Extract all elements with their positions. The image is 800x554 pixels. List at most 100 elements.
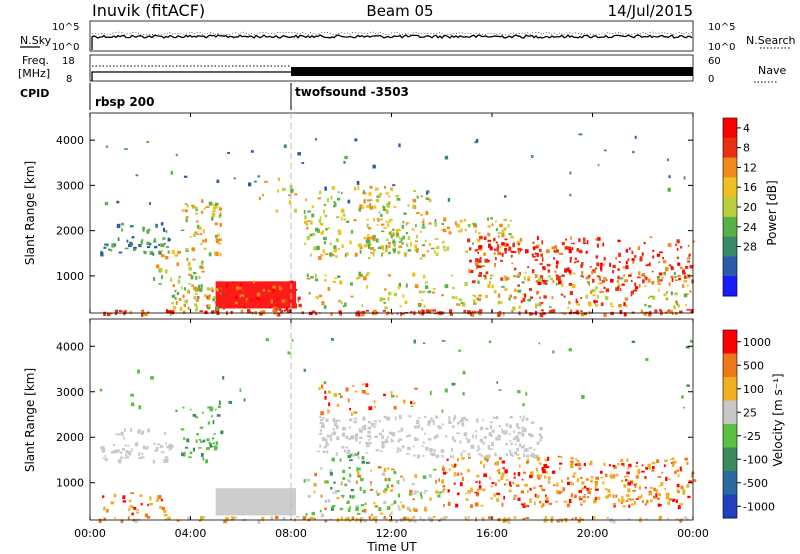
velocity-cell [429, 448, 433, 453]
velocity-cell [559, 462, 563, 465]
velocity-cell [137, 369, 140, 374]
power-cell [423, 304, 426, 308]
velocity-cell [577, 462, 582, 467]
power-cell [420, 230, 423, 233]
velocity-cell [318, 432, 323, 435]
velocity-cell [175, 409, 178, 412]
velocity-cell [373, 400, 376, 404]
velocity-cell [464, 418, 469, 421]
velocity-cell [216, 414, 221, 417]
velocity-cell [480, 454, 484, 457]
power-cell [262, 310, 266, 315]
velocity-cell [412, 445, 415, 448]
velocity-cell [507, 519, 511, 525]
power-cell [686, 284, 689, 287]
power-cell [396, 312, 399, 315]
velocity-cell [483, 456, 487, 461]
velocity-cell [412, 507, 416, 511]
velocity-cell [644, 503, 648, 506]
power-cell [270, 299, 273, 304]
power-cell [542, 312, 546, 315]
velocity-cell [113, 493, 117, 498]
power-cell [208, 252, 212, 257]
power-cell [644, 285, 647, 287]
power-cell [542, 266, 546, 270]
velocity-cell [517, 472, 521, 477]
power-cell [446, 246, 450, 251]
velocity-cell [679, 519, 682, 523]
power-cell [599, 262, 603, 265]
power-cell [188, 283, 191, 285]
velocity-cell [334, 490, 337, 495]
power-cell [649, 236, 653, 239]
power-cell [428, 222, 432, 225]
velocity-cell [410, 493, 414, 495]
power-cell [668, 175, 671, 179]
power-cell [248, 182, 252, 187]
power-cell [369, 205, 374, 210]
velocity-cell [686, 484, 690, 488]
velocity-cell [98, 518, 102, 524]
power-cell [335, 255, 338, 258]
velocity-cell [636, 474, 640, 479]
velocity-cell [319, 467, 323, 470]
freq-label-bottom: [MHz] [18, 67, 50, 80]
power-cell [483, 236, 487, 241]
velocity-cell [463, 416, 466, 420]
power-cell [340, 216, 343, 221]
power-cell [578, 238, 581, 242]
power-cell [239, 294, 242, 299]
power-cell [497, 300, 500, 305]
velocity-cell [340, 482, 343, 486]
velocity-cell [425, 446, 429, 451]
velocity-cell [410, 401, 413, 405]
power-cell [517, 284, 520, 287]
power-cell [571, 247, 574, 251]
power-cell [349, 240, 352, 245]
velocity-cell [379, 432, 383, 436]
velocity-cell [570, 482, 574, 486]
velocity-cell [544, 516, 547, 520]
velocity-cell [523, 453, 526, 458]
power-cell [504, 242, 508, 247]
velocity-cell [441, 340, 446, 342]
power-cell [548, 306, 552, 308]
power-cell [199, 265, 203, 269]
power-cell [499, 223, 503, 228]
power-cell [339, 280, 343, 285]
power-cell [432, 309, 437, 312]
velocity-cell [128, 507, 131, 512]
velocity-cell [340, 494, 345, 497]
power-cell [688, 253, 691, 256]
power-cell [404, 252, 407, 257]
power-cell [337, 275, 341, 279]
power-cell [366, 199, 371, 202]
cpid-label: CPID [20, 87, 49, 100]
power-cell [601, 280, 606, 283]
velocity-cell [493, 493, 496, 497]
velocity-cell [295, 516, 300, 518]
velocity-cell [633, 484, 636, 486]
power-cell [595, 238, 598, 241]
power-cell [536, 244, 540, 247]
velocity-cell [385, 517, 388, 520]
power-cell [674, 276, 677, 279]
power-cell [240, 309, 244, 314]
velocity-cell [360, 504, 365, 507]
velocity-cell [580, 476, 583, 479]
power-cell [539, 275, 544, 279]
velocity-cell [447, 501, 451, 506]
velocity-cell [111, 451, 113, 454]
power-cell [479, 309, 483, 313]
power-cell [551, 246, 555, 250]
velocity-cell [374, 405, 377, 408]
velocity-cell [414, 490, 417, 495]
power-cell [586, 240, 589, 245]
power-cell [600, 302, 604, 306]
velocity-cell [374, 422, 377, 425]
power-cell [204, 310, 208, 315]
power-cell [428, 243, 431, 247]
velocity-cell [539, 462, 542, 466]
velocity-cell [202, 411, 204, 414]
velocity-cell [545, 471, 548, 474]
